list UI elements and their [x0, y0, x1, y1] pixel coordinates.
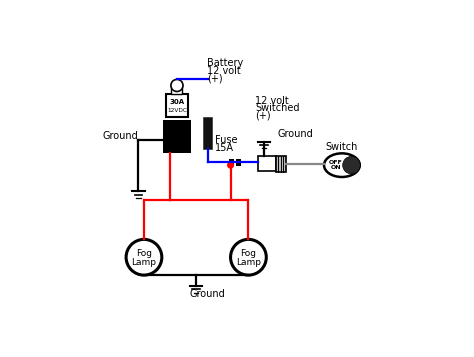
Bar [258, 156, 276, 171]
Bar [166, 94, 188, 117]
Text: 30A: 30A [169, 99, 184, 105]
Circle shape [126, 240, 162, 275]
Bar [172, 87, 182, 94]
Text: OFF: OFF [329, 160, 343, 165]
Text: (+): (+) [207, 73, 223, 83]
Bar [163, 120, 191, 153]
Bar [203, 117, 212, 149]
Circle shape [343, 156, 360, 174]
Text: Lamp: Lamp [236, 258, 261, 267]
Text: 12 volt: 12 volt [255, 96, 289, 106]
Text: (+): (+) [255, 110, 271, 120]
Text: 12 volt: 12 volt [207, 66, 241, 76]
Text: Fog: Fog [136, 248, 152, 258]
Text: Ground: Ground [277, 129, 313, 139]
Text: Ground: Ground [103, 131, 138, 141]
Text: Switch: Switch [326, 142, 358, 152]
Text: Switched: Switched [255, 103, 300, 113]
Text: 15A: 15A [216, 143, 235, 153]
Text: Fuse: Fuse [216, 135, 238, 145]
Circle shape [171, 79, 183, 91]
Text: 12VDC: 12VDC [167, 107, 187, 112]
Text: Battery: Battery [207, 59, 244, 69]
Bar [276, 156, 285, 172]
Text: ON: ON [330, 165, 341, 170]
Circle shape [230, 240, 266, 275]
Text: Ground: Ground [189, 290, 225, 300]
Ellipse shape [324, 154, 360, 177]
Text: Fog: Fog [240, 248, 256, 258]
Text: Lamp: Lamp [131, 258, 156, 267]
Bar [229, 159, 234, 166]
Circle shape [227, 162, 234, 169]
Bar [236, 159, 241, 166]
